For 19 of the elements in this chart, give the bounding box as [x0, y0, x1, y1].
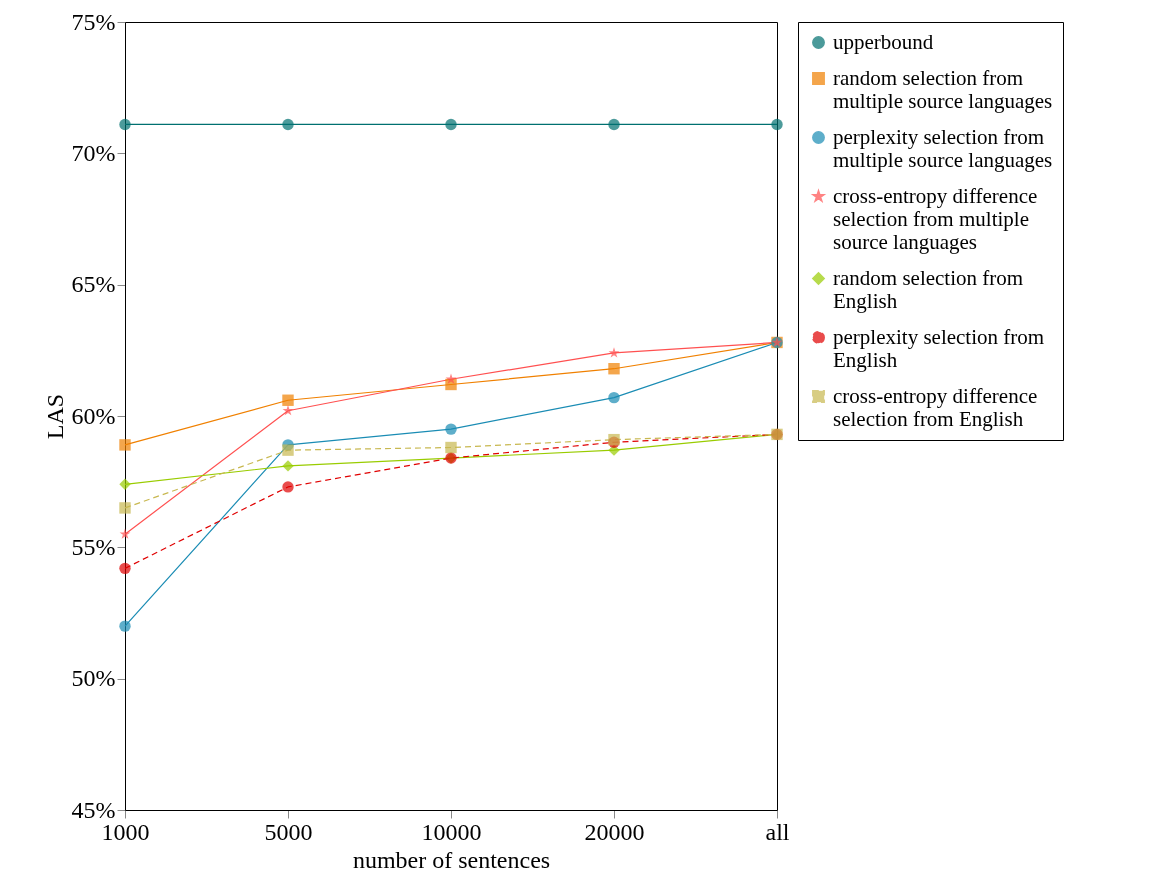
y-tick-label: 75% — [71, 8, 116, 35]
y-tick-label: 55% — [71, 533, 116, 560]
x-tick-label: 10000 — [421, 818, 482, 845]
y-axis-title: LAS — [41, 393, 68, 440]
x-axis-title: number of sentences — [352, 846, 551, 873]
y-tick-label: 65% — [71, 271, 116, 298]
legend-label: upperbound — [833, 29, 934, 54]
legend-label: cross-entropy difference selection from multiple source languages — [833, 183, 1038, 254]
x-tick-label: 20000 — [584, 818, 645, 845]
x-tick-label: 5000 — [264, 818, 313, 845]
legend-label: random selection from multiple source languages — [833, 65, 1053, 113]
y-tick-label: 50% — [71, 665, 116, 692]
x-tick-label: all — [765, 818, 790, 845]
y-tick-label: 70% — [71, 139, 116, 166]
legend-label: perplexity selection from multiple source languages — [833, 124, 1053, 172]
legend-label: perplexity selection from English — [833, 324, 1045, 372]
y-tick-label: 60% — [71, 402, 116, 429]
legend-label: random selection from English — [833, 265, 1024, 313]
legend-label: cross-entropy difference selection from English — [833, 383, 1038, 431]
